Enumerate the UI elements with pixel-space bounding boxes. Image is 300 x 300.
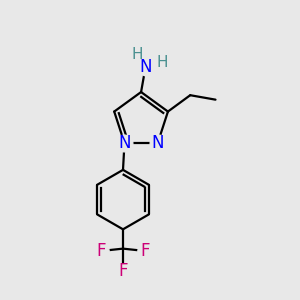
Text: F: F — [140, 242, 150, 260]
Text: N: N — [152, 134, 164, 152]
Text: F: F — [96, 242, 106, 260]
Text: N: N — [139, 58, 152, 76]
Text: H: H — [156, 55, 168, 70]
Text: F: F — [118, 262, 128, 280]
Text: H: H — [131, 47, 143, 62]
Text: N: N — [118, 134, 131, 152]
